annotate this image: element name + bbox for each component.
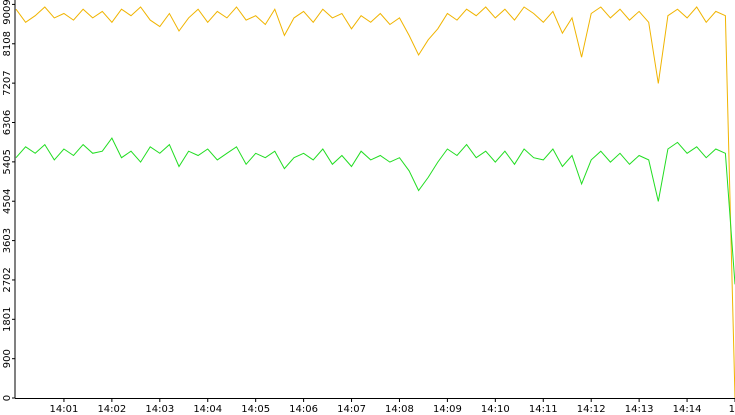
- x-tick-label: 14:13: [625, 404, 654, 415]
- y-tick-label: 4504: [2, 189, 13, 214]
- y-tick-label: 1801: [2, 307, 13, 332]
- series-line: [15, 137, 735, 285]
- x-tick-label: 14:09: [433, 404, 462, 415]
- x-tick-label: 14:04: [193, 404, 222, 415]
- y-tick-label: 8108: [2, 31, 13, 56]
- x-tick-label: 14:01: [50, 404, 79, 415]
- y-tick-label: 0: [2, 395, 13, 401]
- y-tick-label: 6306: [2, 110, 13, 135]
- x-tick-label: 14:11: [529, 404, 558, 415]
- y-tick-label: 2702: [2, 267, 13, 292]
- x-tick-label: 14:05: [241, 404, 270, 415]
- x-tick-label: 14:12: [577, 404, 606, 415]
- y-tick-label: 5405: [2, 149, 13, 174]
- y-tick-label: 7207: [2, 70, 13, 95]
- x-tick-label: 14:14: [673, 404, 702, 415]
- x-tick-label: 14: [729, 404, 735, 415]
- x-tick-label: 14:03: [145, 404, 174, 415]
- y-tick-label: 3603: [2, 228, 13, 253]
- series-line: [15, 6, 735, 399]
- x-tick-label: 14:07: [337, 404, 366, 415]
- x-tick-label: 14:10: [481, 404, 510, 415]
- y-tick-label: 900: [2, 349, 13, 368]
- x-tick-label: 14:08: [385, 404, 414, 415]
- y-tick-label: 9009: [2, 0, 13, 25]
- x-tick-label: 14:06: [289, 404, 318, 415]
- x-tick-label: 14:02: [97, 404, 126, 415]
